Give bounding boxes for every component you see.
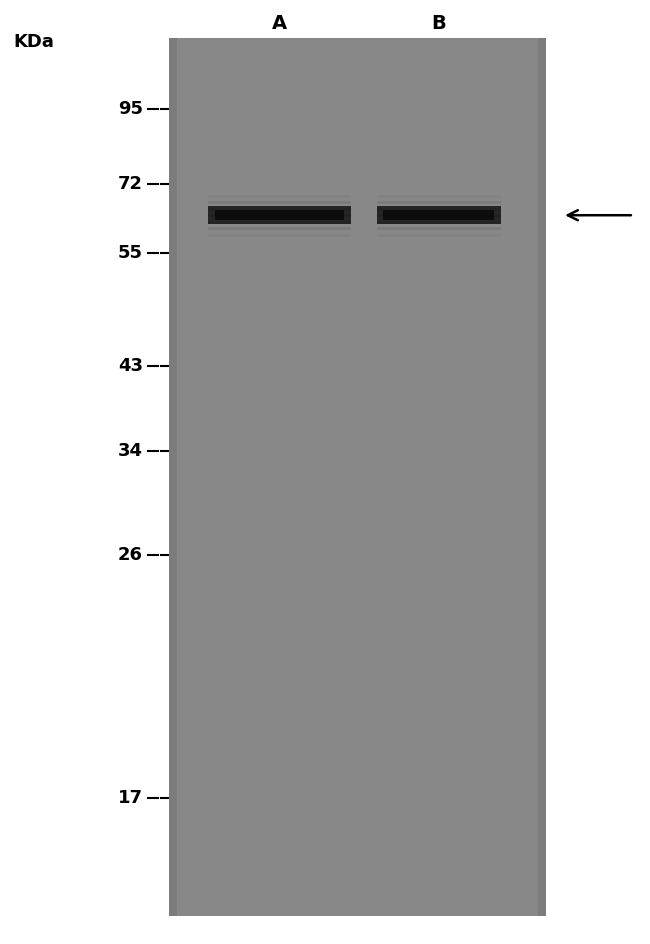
Text: 43: 43 xyxy=(118,357,143,376)
Bar xyxy=(208,241,351,244)
Bar xyxy=(377,234,501,237)
Bar xyxy=(377,228,501,230)
Bar xyxy=(384,210,495,220)
Bar xyxy=(169,38,177,916)
Bar xyxy=(377,214,501,217)
Bar xyxy=(208,175,351,177)
Text: A: A xyxy=(272,14,287,33)
Bar xyxy=(208,194,351,197)
Bar xyxy=(208,207,351,225)
Text: 72: 72 xyxy=(118,175,143,194)
Bar xyxy=(215,210,344,220)
Bar xyxy=(169,38,546,916)
Bar xyxy=(377,241,501,244)
Bar xyxy=(377,188,501,191)
Text: 34: 34 xyxy=(118,442,143,461)
Bar xyxy=(208,208,351,211)
Bar xyxy=(208,181,351,184)
Bar xyxy=(208,214,351,217)
Text: 95: 95 xyxy=(118,99,143,118)
Bar xyxy=(208,234,351,237)
Bar xyxy=(377,247,501,250)
Text: B: B xyxy=(432,14,446,33)
Bar xyxy=(377,207,501,225)
Bar xyxy=(377,181,501,184)
Bar xyxy=(538,38,546,916)
Text: KDa: KDa xyxy=(13,33,54,51)
Bar xyxy=(377,175,501,177)
Text: 26: 26 xyxy=(118,546,143,565)
Text: 55: 55 xyxy=(118,244,143,262)
Bar xyxy=(208,228,351,230)
Bar xyxy=(377,221,501,224)
Text: 17: 17 xyxy=(118,788,143,807)
Bar xyxy=(377,194,501,197)
Bar xyxy=(208,188,351,191)
Bar xyxy=(377,208,501,211)
Bar xyxy=(208,201,351,204)
Bar xyxy=(377,201,501,204)
Bar xyxy=(208,247,351,250)
Bar xyxy=(208,221,351,224)
